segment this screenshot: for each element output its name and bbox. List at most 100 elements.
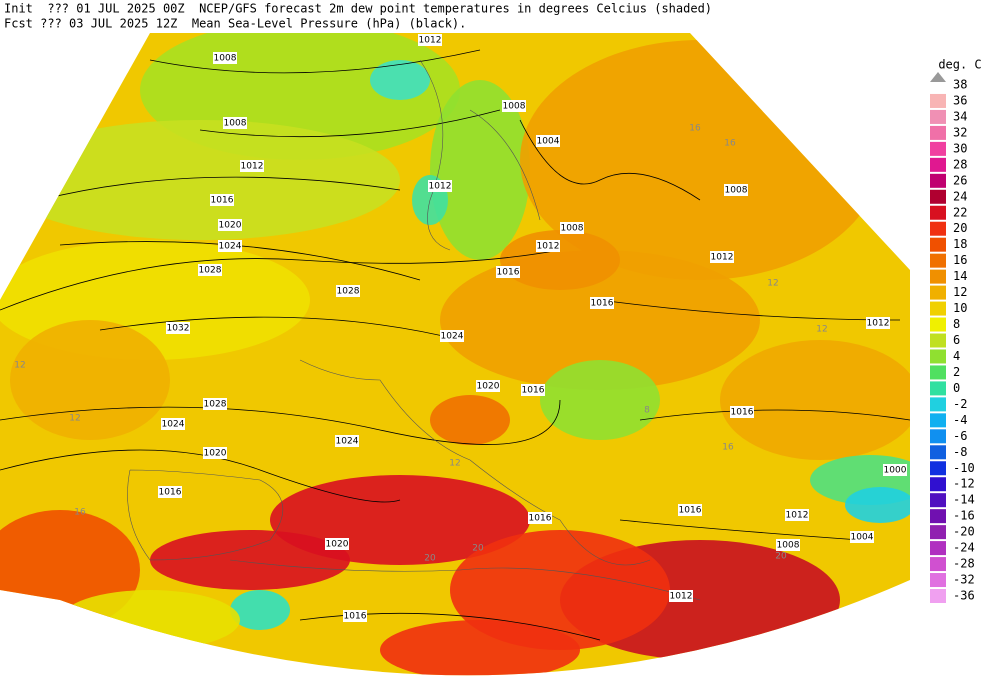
legend-swatch [930, 557, 946, 572]
pressure-label: 1016 [211, 196, 234, 206]
pressure-label-bg [536, 240, 560, 252]
pressure-label-bg [161, 418, 185, 430]
legend-swatch [930, 333, 946, 348]
pressure-label: 1012 [419, 36, 442, 46]
pressure-label-bg [198, 264, 222, 276]
shading-patch [845, 487, 910, 523]
pressure-label-bg [528, 512, 552, 524]
legend-label: 32 [953, 125, 967, 139]
shading-patch [500, 230, 620, 290]
shading-patch [450, 530, 670, 650]
dewpoint-label: 12 [767, 279, 778, 289]
pressure-label: 1012 [670, 592, 693, 602]
legend-label: -2 [953, 397, 967, 411]
legend-swatch [930, 429, 946, 444]
legend-swatch [930, 125, 946, 140]
pressure-label-bg [203, 398, 227, 410]
dewpoint-label: 20 [424, 554, 436, 564]
pressure-label: 1008 [503, 102, 526, 112]
pressure-label-bg [428, 180, 452, 192]
legend-label: 20 [953, 221, 967, 235]
legend-swatch [930, 221, 946, 236]
dewpoint-label: 20 [472, 544, 484, 554]
legend-label: 24 [953, 189, 967, 203]
pressure-label-bg [560, 222, 584, 234]
legend-label: -28 [953, 557, 975, 571]
pressure-label-bg [502, 100, 526, 112]
legend-label: 6 [953, 333, 960, 347]
pressure-label-bg [678, 504, 702, 516]
shading-patch [60, 590, 240, 650]
legend-label: -14 [953, 493, 975, 507]
legend-swatch [930, 157, 946, 172]
legend-swatch [930, 397, 946, 412]
pressure-label: 1016 [591, 299, 614, 309]
pressure-label-bg [218, 219, 242, 231]
pressure-label: 1012 [786, 511, 809, 521]
legend-label: -4 [953, 413, 967, 427]
pressure-label: 1004 [537, 137, 560, 147]
pressure-label-bg [325, 538, 349, 550]
pressure-label-bg [850, 531, 874, 543]
pressure-label-bg [866, 317, 890, 329]
pressure-label: 1020 [204, 449, 227, 459]
shading-patch [0, 120, 400, 240]
legend-title: deg. C [938, 58, 981, 72]
dewpoint-label: 16 [724, 139, 736, 149]
legend-swatch [930, 461, 946, 476]
legend-label: 22 [953, 205, 967, 219]
legend-swatch [930, 253, 946, 268]
legend-swatch [930, 573, 946, 588]
shading-patch [10, 320, 170, 440]
legend-label: 38 [953, 78, 967, 92]
pressure-label-bg [496, 266, 520, 278]
legend-label: 26 [953, 173, 967, 187]
pressure-label-bg [669, 590, 693, 602]
pressure-label: 1016 [344, 612, 367, 622]
pressure-label-bg [218, 240, 242, 252]
pressure-label: 1028 [204, 400, 227, 410]
dewpoint-label: 16 [689, 124, 701, 134]
pressure-label-bg [776, 539, 800, 551]
dewpoint-label: 12 [816, 325, 827, 335]
legend-label: 30 [953, 141, 967, 155]
pressure-label: 1004 [851, 533, 874, 543]
pressure-label: 1012 [537, 242, 560, 252]
pressure-label: 1020 [326, 540, 349, 550]
pressure-label-bg [166, 322, 190, 334]
pressure-label: 1016 [497, 268, 520, 278]
legend-label: -32 [953, 573, 975, 587]
dewpoint-label: 16 [74, 508, 86, 518]
pressure-label: 1008 [214, 54, 237, 64]
legend-label: 36 [953, 93, 967, 107]
pressure-label: 1008 [224, 119, 247, 129]
legend-label: 34 [953, 109, 967, 123]
pressure-label-bg [590, 297, 614, 309]
pressure-label-bg [213, 52, 237, 64]
dewpoint-label: 16 [722, 443, 734, 453]
legend-label: 0 [953, 381, 960, 395]
pressure-label-bg [536, 135, 560, 147]
pressure-label: 1020 [219, 221, 242, 231]
legend-label: 14 [953, 269, 967, 283]
legend-label: 28 [953, 157, 967, 171]
pressure-label: 1012 [711, 253, 734, 263]
legend-swatch [930, 477, 946, 492]
legend-label: 10 [953, 301, 967, 315]
legend-label: -10 [953, 461, 975, 475]
shading-patch [230, 590, 290, 630]
legend-swatch [930, 285, 946, 300]
dewpoint-label: 12 [14, 361, 25, 371]
pressure-label-bg [203, 447, 227, 459]
shading-patch [430, 80, 530, 260]
pressure-label-bg [724, 184, 748, 196]
legend-label: 16 [953, 253, 967, 267]
legend-label: 8 [953, 317, 960, 331]
legend-swatch [930, 317, 946, 332]
pressure-label: 1012 [429, 182, 452, 192]
header-line-1: Init ??? 01 JUL 2025 00Z NCEP/GFS foreca… [4, 2, 712, 16]
legend-label: -20 [953, 525, 975, 539]
shading-patch [440, 250, 760, 390]
legend-swatch [930, 413, 946, 428]
